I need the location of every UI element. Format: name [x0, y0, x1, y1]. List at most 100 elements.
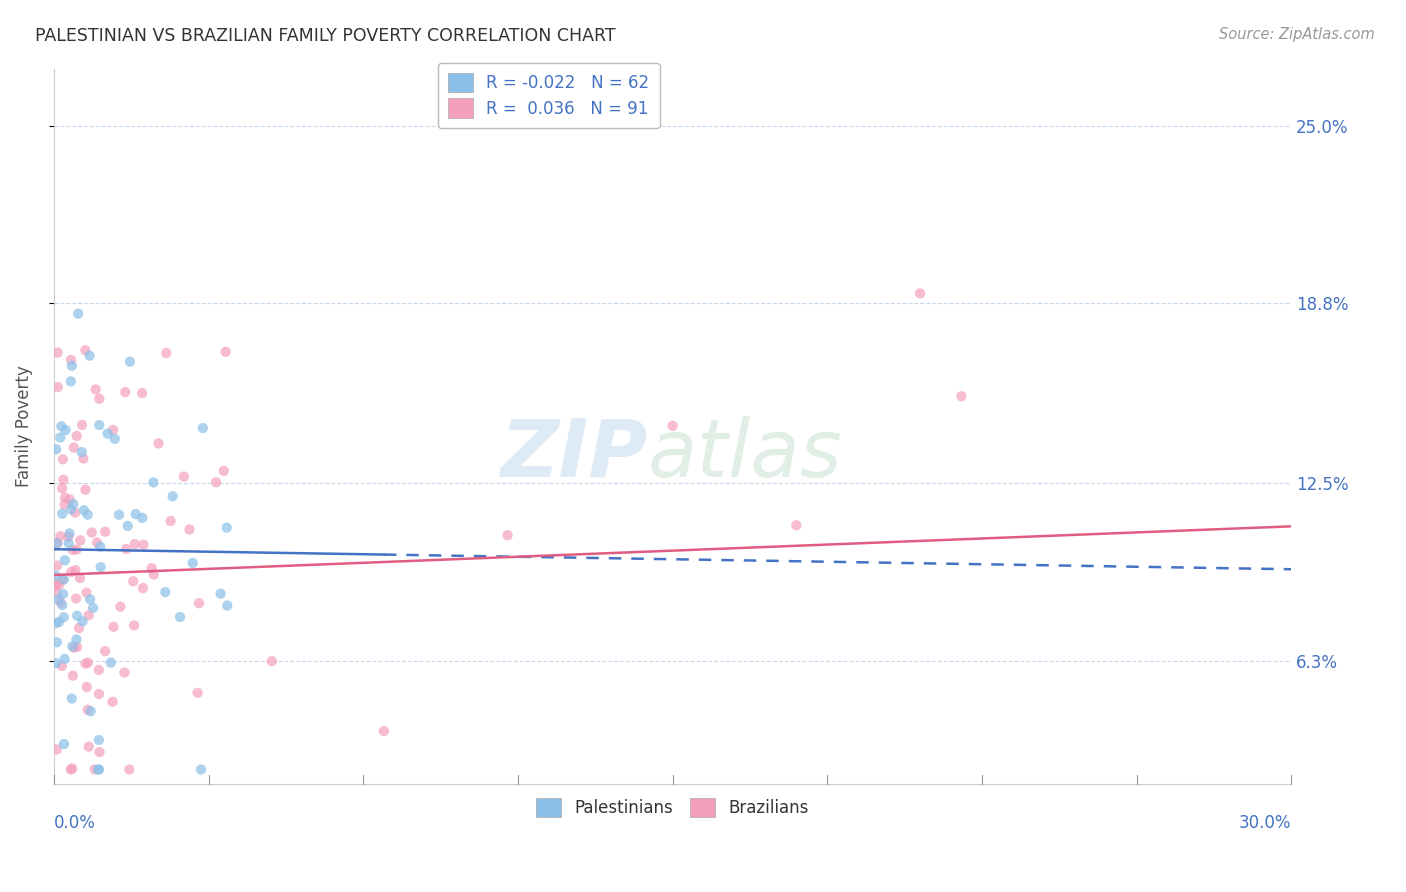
- Point: [87, 733, 110, 747]
- Point: [67, 307, 90, 321]
- Point: [908, 286, 931, 301]
- Point: [661, 418, 683, 433]
- Point: [79, 349, 101, 363]
- Point: [70, 417, 93, 432]
- Point: [62, 669, 84, 683]
- Point: [212, 464, 235, 478]
- Point: [52, 452, 75, 467]
- Point: [60, 352, 83, 367]
- Point: [59, 502, 82, 516]
- Point: [496, 528, 519, 542]
- Point: [75, 657, 97, 671]
- Point: [63, 506, 86, 520]
- Point: [76, 680, 98, 694]
- Point: [66, 429, 89, 443]
- Point: [51, 659, 73, 673]
- Point: [122, 574, 145, 589]
- Point: [75, 343, 97, 358]
- Point: [260, 654, 283, 668]
- Point: [205, 475, 228, 490]
- Point: [89, 417, 111, 432]
- Point: [65, 632, 87, 647]
- Point: [49, 430, 72, 444]
- Point: [155, 346, 177, 360]
- Point: [72, 451, 94, 466]
- Point: [97, 426, 120, 441]
- Point: [60, 691, 83, 706]
- Point: [94, 524, 117, 539]
- Point: [215, 344, 238, 359]
- Point: [58, 536, 80, 550]
- Point: [191, 421, 214, 435]
- Point: [45, 635, 67, 649]
- Point: [117, 519, 139, 533]
- Point: [181, 556, 204, 570]
- Point: [190, 763, 212, 777]
- Point: [52, 610, 75, 624]
- Point: [45, 616, 67, 631]
- Point: [60, 762, 83, 776]
- Point: [52, 573, 75, 587]
- Point: [46, 536, 69, 550]
- Point: [45, 577, 67, 591]
- Point: [108, 508, 131, 522]
- Text: 30.0%: 30.0%: [1239, 814, 1291, 832]
- Point: [53, 491, 76, 505]
- Point: [84, 383, 107, 397]
- Point: [52, 587, 75, 601]
- Text: 0.0%: 0.0%: [53, 814, 96, 832]
- Point: [70, 445, 93, 459]
- Point: [60, 640, 83, 654]
- Point: [159, 514, 181, 528]
- Point: [169, 610, 191, 624]
- Point: [76, 703, 98, 717]
- Point: [45, 742, 67, 756]
- Point: [141, 561, 163, 575]
- Point: [79, 592, 101, 607]
- Point: [118, 763, 141, 777]
- Point: [66, 640, 89, 654]
- Point: [82, 600, 104, 615]
- Point: [87, 763, 110, 777]
- Point: [51, 573, 73, 587]
- Point: [48, 578, 70, 592]
- Point: [46, 380, 69, 394]
- Point: [59, 492, 82, 507]
- Point: [89, 392, 111, 406]
- Point: [209, 587, 232, 601]
- Point: [155, 585, 177, 599]
- Point: [59, 763, 82, 777]
- Point: [51, 481, 73, 495]
- Point: [63, 640, 86, 655]
- Point: [101, 695, 124, 709]
- Point: [785, 518, 807, 533]
- Point: [45, 656, 67, 670]
- Text: atlas: atlas: [648, 416, 842, 494]
- Point: [103, 423, 125, 437]
- Point: [124, 537, 146, 551]
- Point: [45, 442, 67, 457]
- Point: [87, 663, 110, 677]
- Point: [59, 375, 82, 389]
- Point: [51, 419, 73, 434]
- Point: [45, 578, 67, 592]
- Point: [77, 739, 100, 754]
- Point: [66, 542, 89, 557]
- Point: [110, 599, 132, 614]
- Point: [49, 529, 72, 543]
- Point: [89, 745, 111, 759]
- Text: ZIP: ZIP: [501, 416, 648, 494]
- Point: [77, 656, 100, 670]
- Point: [122, 618, 145, 632]
- Point: [52, 473, 75, 487]
- Point: [77, 608, 100, 623]
- Point: [69, 571, 91, 585]
- Point: [46, 536, 69, 550]
- Point: [49, 596, 72, 610]
- Point: [173, 469, 195, 483]
- Point: [179, 523, 201, 537]
- Point: [114, 385, 136, 400]
- Point: [76, 508, 98, 522]
- Point: [51, 507, 73, 521]
- Text: PALESTINIAN VS BRAZILIAN FAMILY POVERTY CORRELATION CHART: PALESTINIAN VS BRAZILIAN FAMILY POVERTY …: [35, 27, 616, 45]
